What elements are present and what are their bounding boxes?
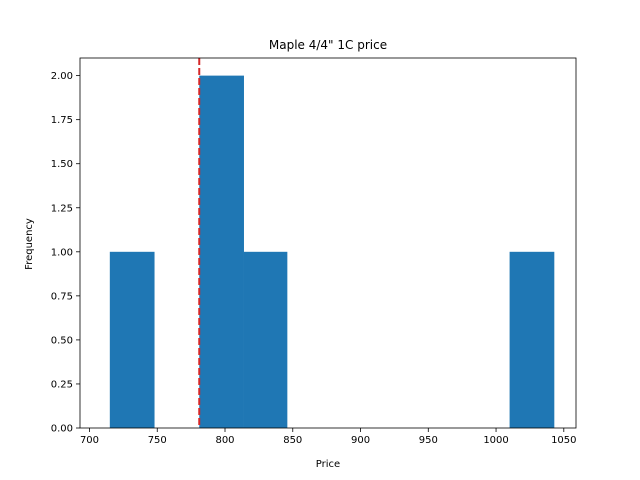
x-tick-label: 1000 — [483, 435, 508, 446]
x-ticks-group: 700 750 800 850 900 950 1000 1050 — [80, 428, 577, 446]
x-axis-label: Price — [316, 459, 340, 470]
chart-title: Maple 4/4" 1C price — [269, 38, 387, 52]
y-tick-label: 0.50 — [51, 335, 73, 346]
x-tick-label: 700 — [80, 435, 99, 446]
histogram-bar-3 — [243, 251, 288, 428]
y-tick-label: 0.25 — [51, 379, 73, 390]
y-tick-label: 1.75 — [51, 115, 73, 126]
y-tick-label: 1.00 — [51, 247, 73, 258]
y-tick-label: 1.25 — [51, 203, 73, 214]
x-tick-label: 750 — [148, 435, 167, 446]
y-ticks-group: 0.00 0.25 0.50 0.75 1.00 1.25 1.50 1.75 2.00 — [51, 71, 80, 435]
plot-frame — [79, 57, 577, 429]
y-tick-label: 0.00 — [51, 424, 73, 435]
y-tick-label: 1.50 — [51, 159, 73, 170]
histogram-bar-2 — [199, 75, 244, 428]
histogram-bar-9 — [509, 251, 555, 428]
y-tick-label: 0.75 — [51, 291, 73, 302]
y-tick-label: 2.00 — [51, 71, 73, 82]
x-tick-label: 1050 — [551, 435, 576, 446]
y-axis-label: Frequency — [24, 218, 35, 270]
x-tick-label: 850 — [283, 435, 302, 446]
x-tick-label: 950 — [419, 435, 438, 446]
x-tick-label: 900 — [351, 435, 370, 446]
histogram-bar-0 — [109, 251, 155, 428]
x-tick-label: 800 — [215, 435, 234, 446]
bars-group — [109, 75, 555, 428]
